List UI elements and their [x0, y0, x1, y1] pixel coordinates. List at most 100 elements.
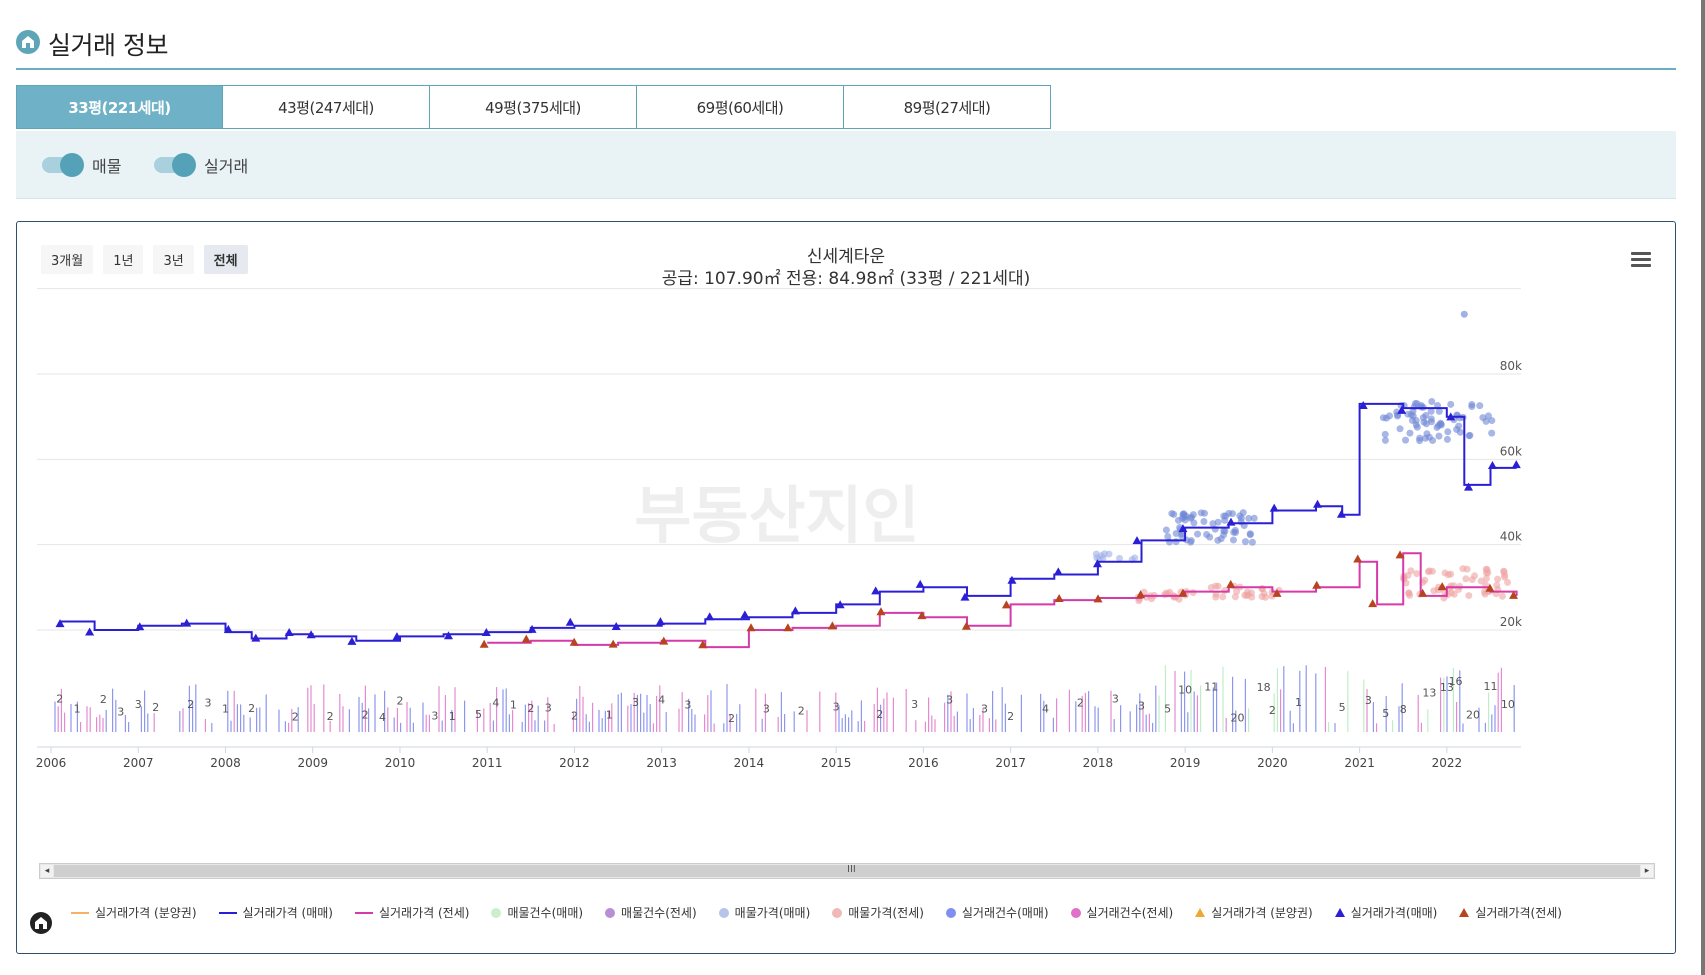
count-label: 2: [1269, 704, 1276, 717]
legend-item[interactable]: 실거래가격 (분양권): [1195, 904, 1313, 921]
transaction-toggle-switch[interactable]: [154, 153, 196, 177]
scroll-thumb[interactable]: [54, 865, 1640, 877]
range-3y-button[interactable]: 3년: [153, 245, 194, 274]
brand-logo-icon: [30, 912, 52, 934]
transaction-triangle: [1313, 499, 1323, 508]
tab-89py[interactable]: 89평(27세대): [844, 85, 1051, 129]
count-label: 1: [510, 699, 517, 712]
legend-item[interactable]: 실거래건수(매매): [945, 904, 1049, 921]
chart-subtitle: 공급: 107.90㎡ 전용: 84.98㎡ (33평 / 221세대): [661, 269, 1031, 289]
legend-label: 실거래가격 (매매): [242, 906, 333, 920]
listing-price-dot: [1402, 436, 1410, 444]
listing-jeonse-dot: [1504, 578, 1512, 586]
x-tick-label: 2019: [1170, 756, 1201, 770]
transaction-triangle: [306, 630, 316, 639]
legend-label: 매물가격(전세): [848, 906, 924, 920]
listing-price-dot: [1116, 554, 1124, 562]
transaction-triangle: [1053, 567, 1063, 576]
listing-price-dot: [1180, 511, 1188, 519]
listing-price-dot: [1488, 429, 1496, 437]
legend-label: 매물건수(전세): [621, 906, 697, 920]
listing-jeonse-dot: [1148, 595, 1156, 603]
listing-price-dot: [1429, 437, 1437, 445]
count-label: 3: [135, 698, 142, 711]
legend-label: 실거래건수(매매): [961, 906, 1049, 920]
legend-item[interactable]: 실거래가격 (매매): [218, 904, 333, 921]
transaction-triangle: [1446, 412, 1456, 421]
count-label: 3: [911, 698, 918, 711]
legend-item[interactable]: 실거래가격 (전세): [354, 904, 469, 921]
legend-marker: [945, 907, 956, 918]
count-label: 4: [1042, 703, 1049, 716]
legend-item[interactable]: 매물건수(전세): [605, 904, 697, 921]
listing-price-dot: [1237, 514, 1245, 522]
legend-marker: [1334, 908, 1345, 917]
legend-item[interactable]: 실거래건수(전세): [1070, 904, 1173, 921]
listing-jeonse-dot: [1477, 577, 1485, 585]
range-1y-button[interactable]: 1년: [103, 245, 144, 274]
transaction-triangle: [659, 636, 669, 645]
listing-price-dot: [1428, 397, 1436, 405]
count-label: 2: [571, 709, 578, 722]
range-3m-button[interactable]: 3개월: [41, 245, 94, 274]
listing-price-dot: [1417, 403, 1425, 411]
count-label: 4: [658, 693, 665, 706]
count-label: 4: [492, 697, 499, 710]
count-label: 5: [1382, 707, 1389, 720]
transaction-triangle: [1272, 588, 1282, 597]
transaction-triangle: [1418, 588, 1428, 597]
legend-item[interactable]: 실거래가격(전세): [1459, 904, 1562, 921]
chart-title: 신세계타운: [806, 247, 886, 267]
tab-69py[interactable]: 69평(60세대): [637, 85, 844, 129]
tab-49py[interactable]: 49평(375세대): [430, 85, 637, 129]
page-scrollbar[interactable]: [1701, 0, 1705, 975]
count-label: 4: [379, 711, 386, 724]
listing-jeonse-dot: [1219, 593, 1227, 601]
hamburger-menu-icon[interactable]: [1631, 252, 1651, 268]
x-tick-label: 2010: [385, 756, 416, 770]
tab-33py[interactable]: 33평(221세대): [16, 85, 223, 129]
count-label: 8: [1400, 703, 1407, 716]
listing-jeonse-dot: [1444, 571, 1452, 579]
count-label: 2: [1007, 710, 1014, 723]
transaction-triangle: [347, 636, 357, 645]
chart-navigator-scrollbar[interactable]: ◂ III ▸: [39, 863, 1655, 879]
listing-price-dot: [1172, 538, 1180, 546]
legend-item[interactable]: 실거래가격(매매): [1334, 904, 1437, 921]
legend-item[interactable]: 매물건수(매매): [491, 904, 583, 921]
home-icon: [16, 30, 40, 54]
listing-price-dot: [1396, 425, 1404, 433]
range-all-button[interactable]: 전체: [203, 245, 248, 274]
transaction-toggle[interactable]: 실거래: [154, 153, 248, 177]
listing-price-dot: [1245, 514, 1253, 522]
transaction-triangle: [481, 628, 491, 637]
scroll-right-arrow-icon[interactable]: ▸: [1641, 865, 1653, 877]
count-label: 3: [1138, 700, 1145, 713]
count-label: 2: [327, 710, 334, 723]
listing-price-dot: [1476, 402, 1484, 410]
listing-jeonse-dot: [1244, 591, 1252, 599]
transaction-triangle: [479, 639, 489, 648]
tab-43py[interactable]: 43평(247세대): [223, 85, 430, 129]
listing-toggle[interactable]: 매물: [42, 153, 121, 177]
count-label: 3: [117, 705, 124, 718]
listing-price-dot: [1248, 538, 1256, 546]
transaction-triangle: [917, 611, 927, 620]
count-label: 2: [248, 702, 255, 715]
listing-price-dot: [1246, 530, 1254, 538]
legend-label: 매물가격(매매): [734, 906, 811, 920]
x-tick-label: 2014: [734, 756, 765, 770]
listing-jeonse-dot: [1221, 587, 1229, 595]
transaction-triangle: [871, 586, 881, 595]
count-label: 5: [1164, 702, 1171, 715]
listing-toggle-switch[interactable]: [42, 153, 84, 177]
listing-price-dot: [1220, 527, 1228, 535]
transaction-triangle: [1336, 509, 1346, 518]
legend-item[interactable]: 매물가격(매매): [718, 904, 811, 921]
legend-item[interactable]: 매물가격(전세): [832, 904, 924, 921]
legend-marker: [1195, 908, 1206, 917]
x-tick-label: 2015: [821, 756, 852, 770]
legend-item[interactable]: 실거래가격 (분양권): [71, 904, 197, 921]
scroll-left-arrow-icon[interactable]: ◂: [41, 865, 53, 877]
